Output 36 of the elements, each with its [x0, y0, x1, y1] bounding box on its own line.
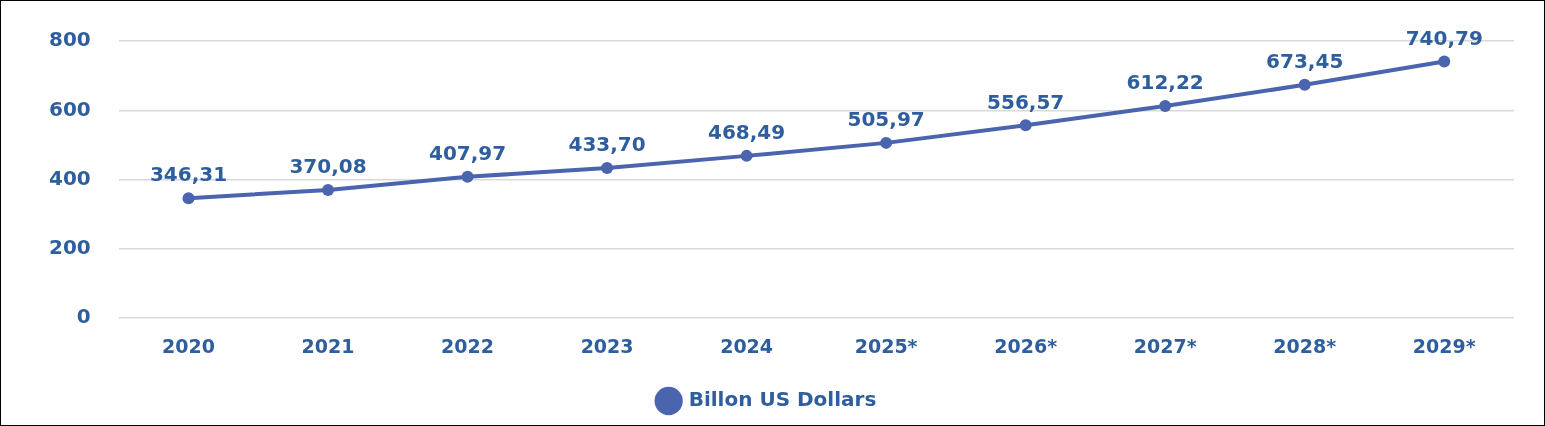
- point: [740, 149, 753, 162]
- x-tick-label: 2021: [301, 334, 355, 357]
- data-label: 370,08: [289, 154, 367, 179]
- x-tick-label: 2020: [162, 334, 215, 357]
- y-tick-label: 400: [49, 165, 91, 190]
- x-tick-label: 2024: [720, 334, 774, 357]
- x-tick-label: 2029*: [1412, 334, 1476, 357]
- point: [601, 161, 614, 174]
- data-label: 346,31: [149, 162, 228, 187]
- x-tick-label: 2026*: [994, 334, 1058, 357]
- data-label: 433,70: [568, 132, 646, 157]
- point: [322, 183, 335, 196]
- point: [1298, 78, 1311, 91]
- x-tick-label: 2022: [441, 334, 495, 357]
- legend-label: Billon US Dollars: [688, 387, 877, 412]
- data-label: 673,45: [1266, 49, 1344, 74]
- point: [880, 136, 893, 149]
- y-tick-label: 600: [49, 96, 91, 121]
- data-label: 740,79: [1405, 25, 1483, 50]
- y-tick-label: 800: [49, 27, 91, 52]
- point: [461, 170, 474, 183]
- data-label: 612,22: [1126, 70, 1204, 95]
- point: [1019, 119, 1032, 132]
- point: [1438, 55, 1451, 68]
- data-label: 556,57: [987, 89, 1065, 114]
- point: [182, 192, 195, 205]
- y-tick-label: 200: [49, 235, 91, 260]
- data-label: 468,49: [708, 120, 786, 145]
- x-tick-label: 2025*: [854, 334, 918, 357]
- y-tick-label: 0: [76, 304, 91, 329]
- data-label: 505,97: [847, 107, 925, 132]
- point: [1159, 100, 1172, 113]
- x-tick-label: 2023: [580, 334, 634, 357]
- x-tick-label: 2027*: [1133, 334, 1197, 357]
- x-tick-label: 2028*: [1273, 334, 1337, 357]
- data-label: 407,97: [428, 141, 507, 166]
